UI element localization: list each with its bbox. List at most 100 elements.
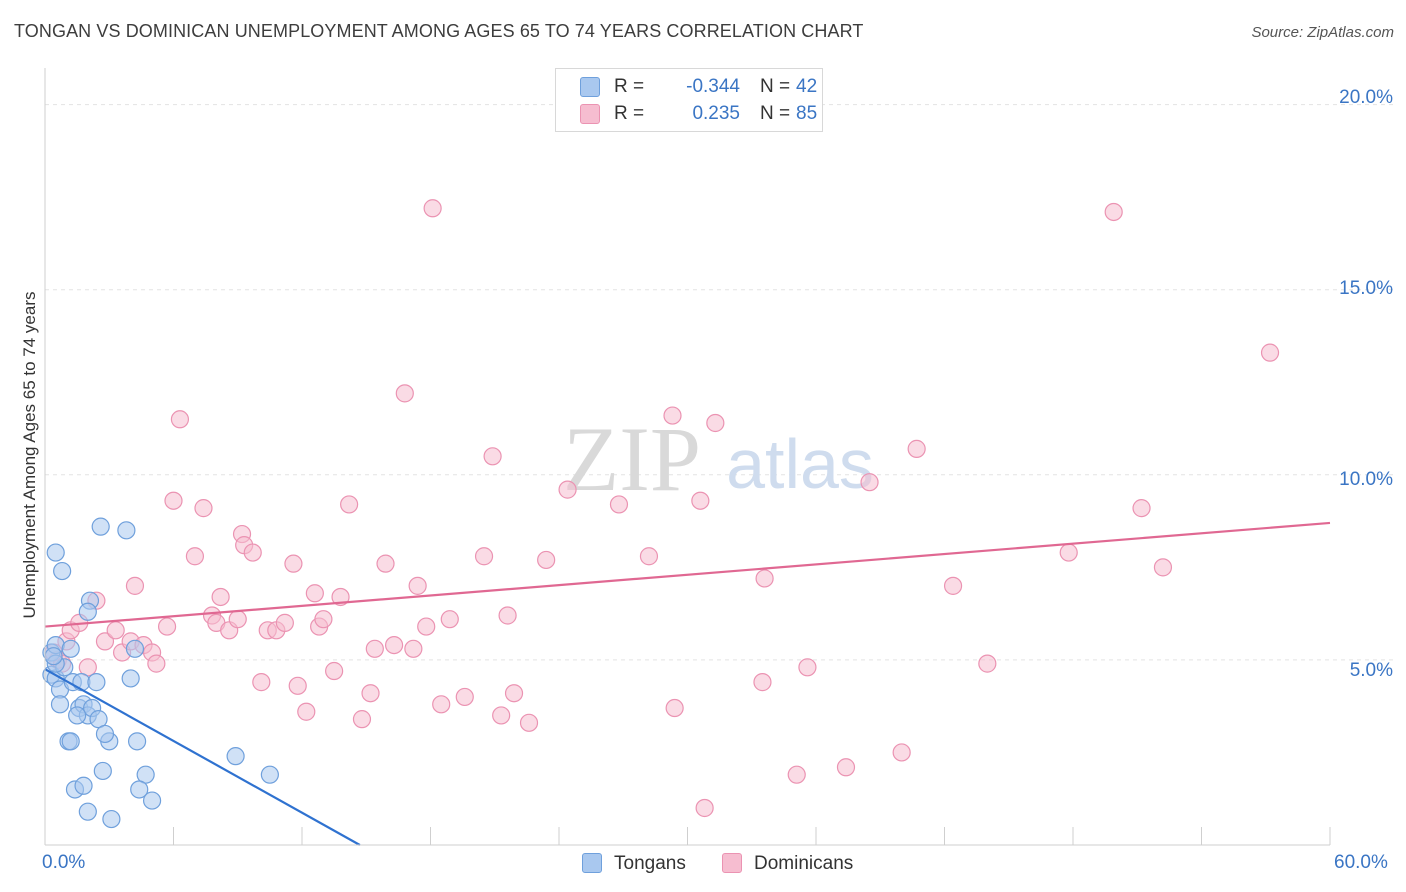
tongans-r-label: R = xyxy=(614,76,645,97)
dominicans-legend-label: Dominicans xyxy=(754,853,854,874)
dominican-point xyxy=(798,658,817,677)
dominican-point xyxy=(432,695,451,714)
dominican-trend-line xyxy=(44,521,1331,628)
x-tick-max: 60.0% xyxy=(1334,852,1388,873)
dominicans-points xyxy=(44,199,1280,818)
dominican-point xyxy=(423,199,442,218)
tongan-point xyxy=(68,706,87,725)
dominican-point xyxy=(185,547,205,566)
dominican-point xyxy=(314,610,333,629)
y-tick-20: 20.0% xyxy=(1339,87,1393,108)
tongan-point xyxy=(102,809,121,829)
dominican-point xyxy=(706,413,725,433)
watermark-atlas: atlas xyxy=(726,425,874,503)
dominican-point xyxy=(157,617,177,636)
axes-layer xyxy=(44,68,1331,846)
dominican-point xyxy=(440,610,459,629)
dominican-point xyxy=(170,410,190,429)
tongans-swatch xyxy=(580,77,600,97)
tongan-point xyxy=(95,724,115,744)
tongans-n-label: N = xyxy=(760,76,791,97)
tongans-legend-swatch xyxy=(582,853,602,873)
dominican-point xyxy=(519,713,539,732)
dominican-point xyxy=(325,661,344,681)
tongans-points xyxy=(42,517,279,829)
tongan-point xyxy=(260,765,279,784)
tongan-point xyxy=(53,561,72,581)
dominican-point xyxy=(408,576,427,595)
tongan-point xyxy=(91,517,110,536)
dominican-point xyxy=(663,406,682,425)
dominicans-legend-swatch xyxy=(722,853,742,873)
dominicans-r-label: R = xyxy=(614,103,645,124)
dominicans-n-value: 85 xyxy=(796,103,818,124)
dominican-point xyxy=(284,554,303,573)
watermark-zip: ZIP xyxy=(563,408,701,510)
dominican-point xyxy=(537,550,556,570)
dominican-point xyxy=(558,480,577,499)
tongan-point xyxy=(93,761,112,781)
tongan-point xyxy=(50,695,70,714)
trend-lines xyxy=(44,521,1331,846)
dominican-point xyxy=(639,547,659,566)
dominican-point xyxy=(384,635,404,655)
dominican-point xyxy=(297,702,316,721)
dominican-point xyxy=(106,621,125,640)
dominican-point xyxy=(755,569,774,588)
dominican-point xyxy=(695,798,714,818)
dominican-point xyxy=(275,613,294,632)
dominican-point xyxy=(787,765,806,784)
dominican-point xyxy=(194,499,213,518)
tongan-point xyxy=(87,673,106,692)
dominican-point xyxy=(95,632,115,651)
y-tick-5: 5.0% xyxy=(1349,660,1393,681)
tongan-point xyxy=(46,543,65,562)
dominican-point xyxy=(943,576,963,595)
dominican-point xyxy=(978,654,997,673)
dominican-point xyxy=(483,447,502,466)
tongan-point xyxy=(61,639,80,658)
dominican-point xyxy=(331,587,350,607)
dominican-point xyxy=(352,710,372,729)
chart-title: TONGAN VS DOMINICAN UNEMPLOYMENT AMONG A… xyxy=(14,21,864,41)
dominican-point xyxy=(211,587,230,607)
dominican-point xyxy=(305,584,324,603)
dominican-point xyxy=(340,495,359,514)
dominican-point xyxy=(665,698,684,718)
dominican-point xyxy=(836,758,856,777)
tongan-point xyxy=(61,732,80,751)
dominican-point xyxy=(1153,558,1173,577)
dominicans-swatch xyxy=(580,104,600,124)
dominican-point xyxy=(907,439,926,458)
tongan-point xyxy=(125,639,145,658)
dominican-point xyxy=(860,473,879,492)
dominican-point xyxy=(1132,499,1151,518)
dominican-point xyxy=(125,576,145,595)
x-tick-min: 0.0% xyxy=(42,852,86,873)
dominican-point xyxy=(691,491,710,510)
grid-layer xyxy=(45,104,1394,661)
tongan-point xyxy=(121,669,140,688)
dominican-point xyxy=(1059,543,1078,562)
dominican-point xyxy=(228,610,247,629)
dominican-point xyxy=(609,495,629,514)
dominican-point xyxy=(474,547,494,566)
dominican-point xyxy=(365,639,384,658)
tongan-point xyxy=(74,776,93,795)
dominican-point xyxy=(455,687,474,707)
tongan-point xyxy=(226,747,245,766)
tongan-point xyxy=(78,602,97,621)
source-label: Source: ZipAtlas.com xyxy=(1251,24,1394,41)
dominican-point xyxy=(376,554,395,573)
tongan-point xyxy=(127,732,147,751)
dominican-point xyxy=(147,654,166,673)
correlation-legend: R = -0.344 N = 42 R = 0.235 N = 85 xyxy=(555,68,823,132)
tongan-point xyxy=(142,791,162,810)
dominican-point xyxy=(492,706,511,725)
tongan-point xyxy=(44,647,63,666)
tongan-point xyxy=(130,780,149,799)
dominicans-n-label: N = xyxy=(760,103,791,124)
tongan-point xyxy=(117,521,136,540)
dominican-point xyxy=(164,491,183,510)
